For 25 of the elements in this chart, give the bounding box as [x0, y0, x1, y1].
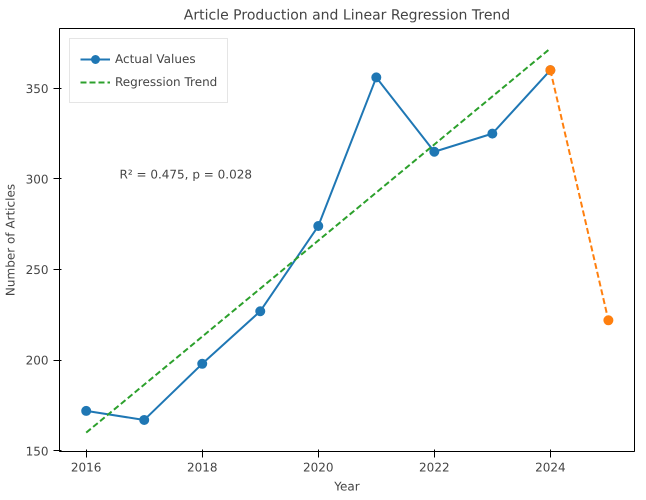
y-axis-title: Number of Articles — [4, 184, 18, 296]
y-tick-label: 350 — [26, 82, 48, 96]
x-tick-label: 2024 — [535, 460, 566, 474]
x-tick-label: 2020 — [303, 460, 334, 474]
chart-title: Article Production and Linear Regression Trend — [184, 8, 510, 24]
point — [313, 221, 324, 232]
annotation: R² = 0.475, p = 0.028 — [120, 168, 252, 182]
y-tick-label: 200 — [26, 354, 48, 368]
point — [603, 315, 614, 326]
point — [487, 128, 498, 139]
x-axis-title: Year — [333, 480, 360, 494]
x-tick-label: 2022 — [419, 460, 450, 474]
point — [197, 358, 208, 369]
legend-label: Actual Values — [115, 52, 196, 66]
point — [371, 72, 382, 82]
point — [139, 414, 150, 425]
y-tick-label: 300 — [26, 172, 48, 186]
point — [81, 406, 92, 416]
x-tick-label: 2018 — [186, 460, 218, 474]
y-tick-label: 150 — [26, 444, 48, 458]
y-tick-label: 250 — [26, 263, 48, 278]
legend-label: Regression Trend — [115, 75, 218, 89]
point — [255, 306, 266, 316]
x-tick-label: 2016 — [70, 460, 102, 474]
point — [429, 146, 440, 157]
